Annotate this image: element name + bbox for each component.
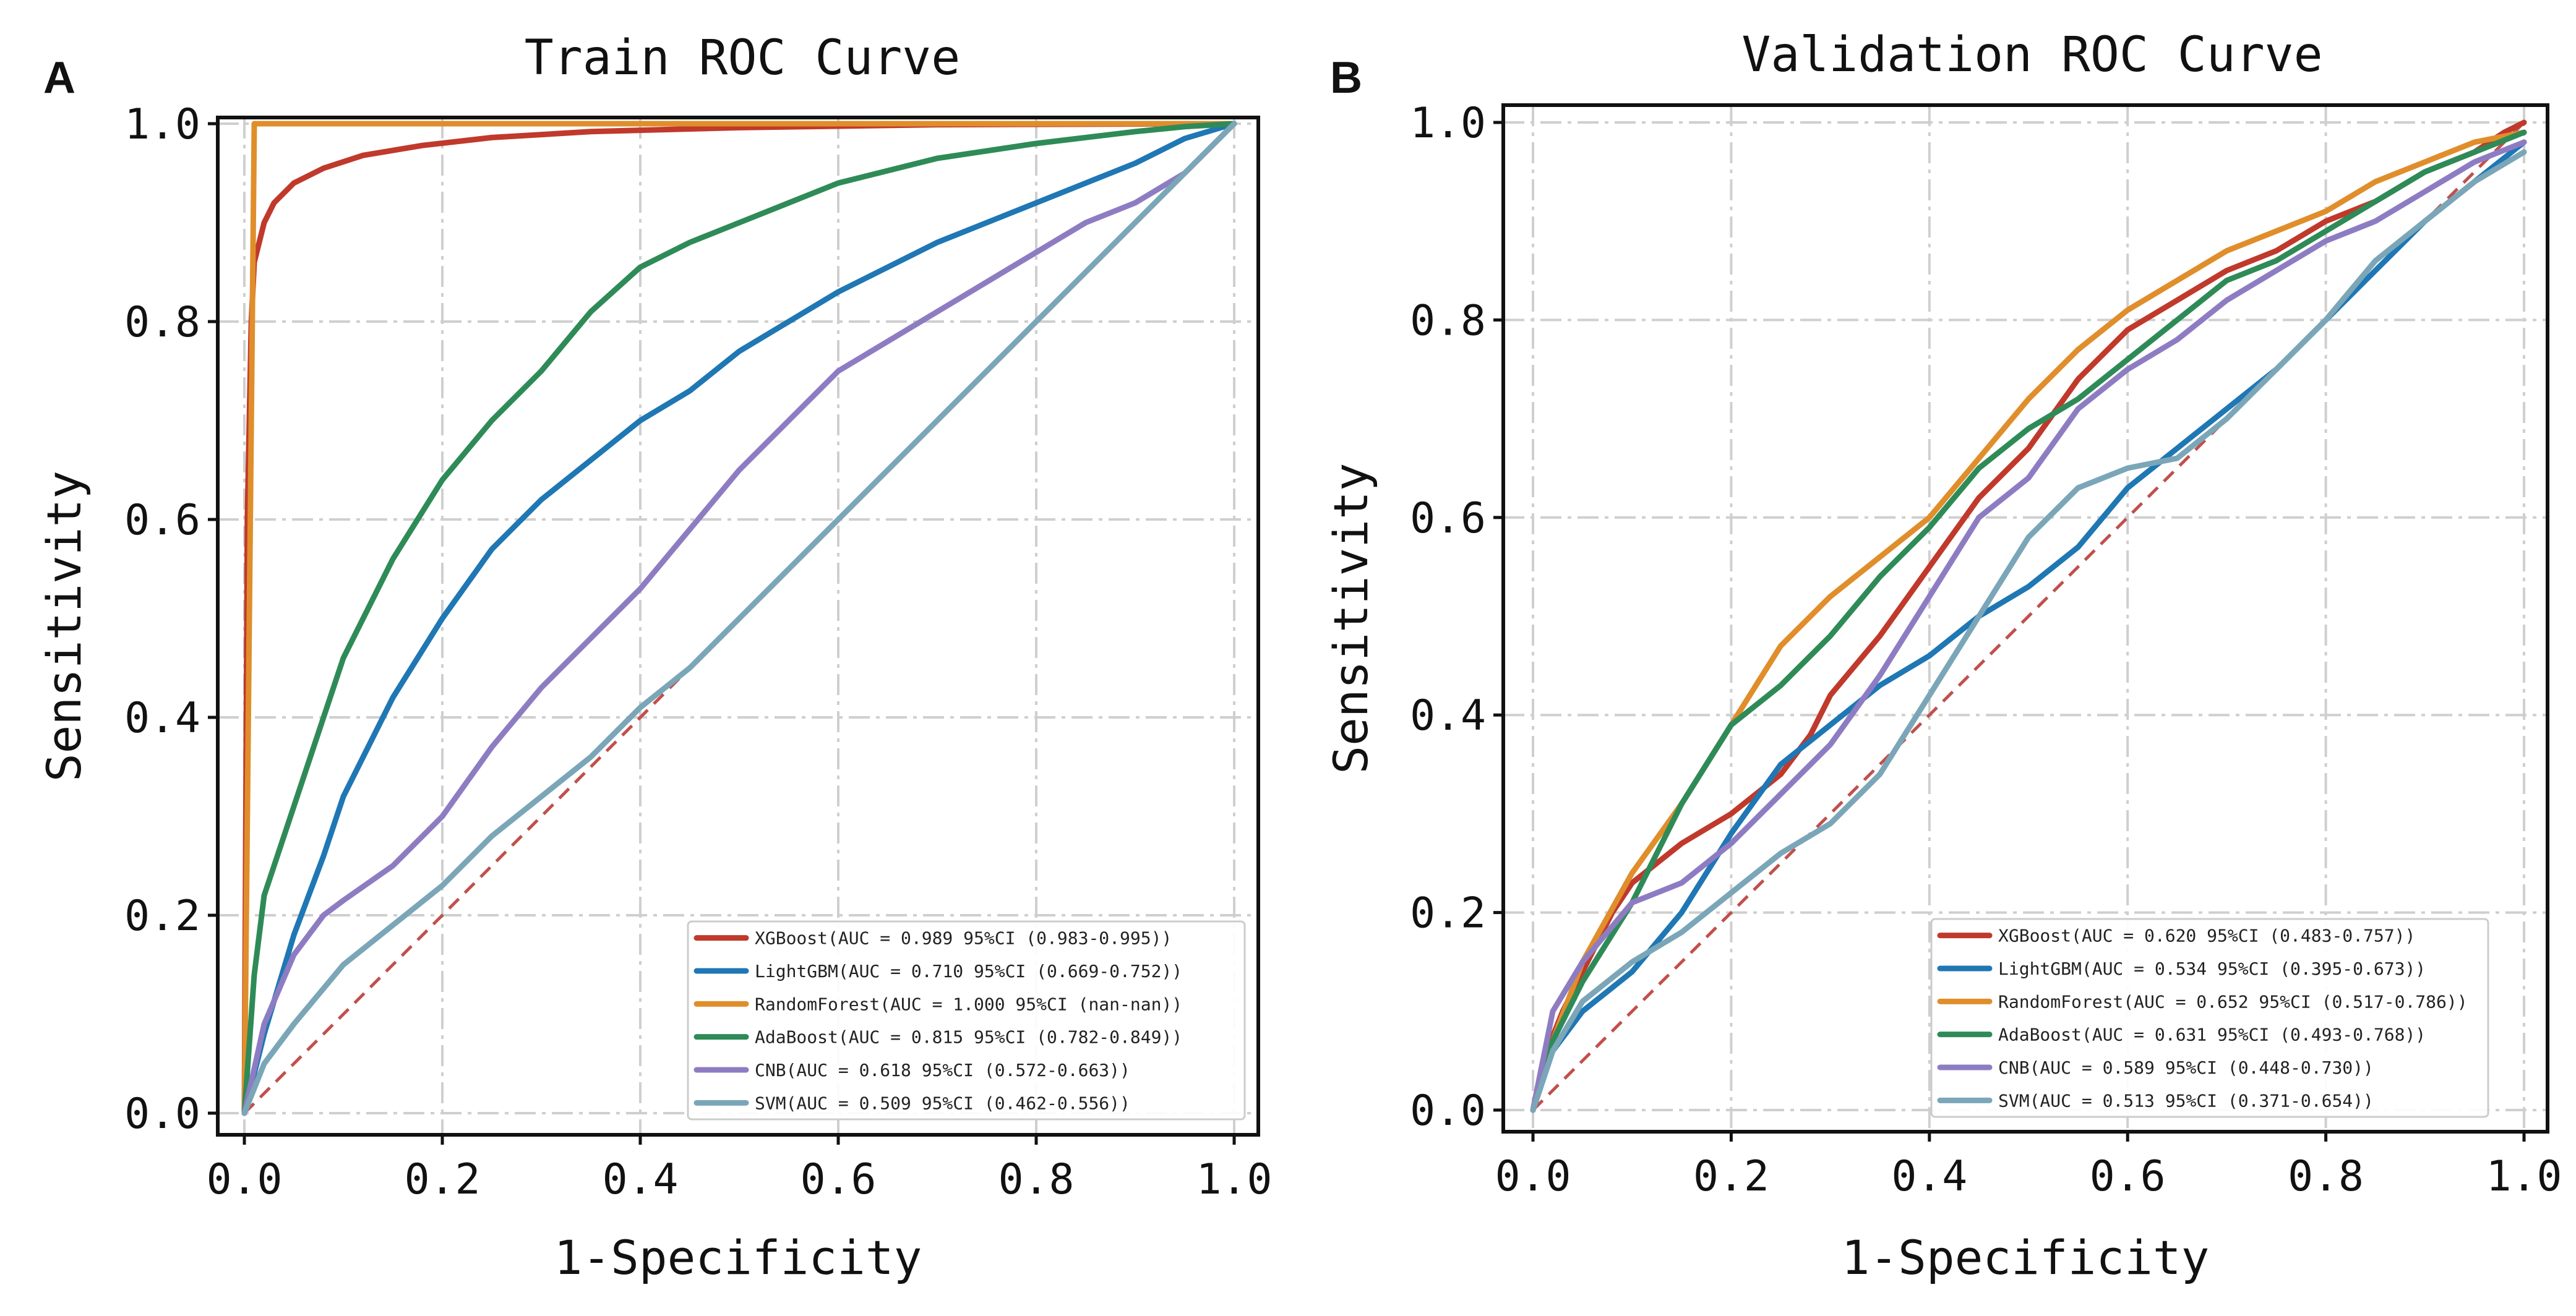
y-tick-label: 0.0 (1410, 1087, 1486, 1135)
y-tick-label: 1.0 (124, 100, 200, 149)
roc-line-lightgbm (241, 121, 1237, 1116)
legend-entry-randomforest: RandomForest(AUC = 1.000 95%CI (nan-nan)… (755, 994, 1182, 1014)
x-tick-label: 1.0 (2486, 1152, 2562, 1201)
legend-entry-cnb: CNB(AUC = 0.589 95%CI (0.448-0.730)) (1998, 1058, 2374, 1078)
roc-line-svm (1530, 149, 2527, 1113)
y-tick-label: 0.4 (124, 694, 200, 743)
legend-box (1930, 918, 2489, 1118)
y-tick-label: 0.8 (1410, 296, 1486, 345)
legend: XGBoost(AUC = 0.620 95%CI (0.483-0.757))… (1930, 918, 2489, 1118)
legend-entry-xgboost: XGBoost(AUC = 0.620 95%CI (0.483-0.757)) (1998, 926, 2415, 946)
plot-frame (1501, 103, 2549, 1134)
plot-frame (216, 116, 1260, 1137)
x-tick-label: 0.2 (405, 1155, 481, 1204)
x-tick-label: 0.4 (603, 1155, 679, 1204)
x-tick-label: 1.0 (1196, 1155, 1273, 1204)
x-axis-label: 1-Specificity (554, 1230, 922, 1285)
x-tick-label: 0.6 (801, 1155, 877, 1204)
x-axis-label: 1-Specificity (1842, 1230, 2210, 1285)
roc-line-adaboost (241, 121, 1237, 1116)
roc-line-cnb (241, 121, 1237, 1116)
y-tick-label: 0.4 (1410, 691, 1486, 740)
roc-line-randomforest (241, 121, 1237, 1116)
legend: XGBoost(AUC = 0.989 95%CI (0.983-0.995))… (687, 920, 1246, 1121)
roc-line-cnb (1530, 139, 2527, 1113)
panel-letter: A (43, 53, 75, 103)
roc-line-svm (241, 121, 1237, 1116)
legend-entry-randomforest: RandomForest(AUC = 0.652 95%CI (0.517-0.… (1998, 991, 2468, 1012)
legend-entry-adaboost: AdaBoost(AUC = 0.631 95%CI (0.493-0.768)… (1998, 1025, 2426, 1045)
roc-line-adaboost (1530, 129, 2527, 1113)
legend-entry-svm: SVM(AUC = 0.513 95%CI (0.371-0.654)) (1998, 1090, 2374, 1111)
x-tick-label: 0.4 (1891, 1152, 1967, 1201)
roc-line-randomforest (1530, 129, 2527, 1113)
y-axis-label: Sensitivity (1323, 463, 1378, 774)
legend-entry-svm: SVM(AUC = 0.509 95%CI (0.462-0.556)) (755, 1093, 1130, 1113)
x-tick-label: 0.6 (2090, 1152, 2166, 1201)
y-tick-label: 0.6 (1410, 494, 1486, 543)
legend-box (687, 920, 1246, 1121)
x-tick-label: 0.8 (2288, 1152, 2364, 1201)
chart-title: Validation ROC Curve (1741, 27, 2322, 83)
y-tick-label: 0.6 (124, 496, 200, 545)
chart-panel-B: B Validation ROC Curve 0.0 0.2 0.4 0.6 0.8 1.0 0… (1323, 27, 2562, 1285)
y-tick-label: 0.8 (124, 298, 200, 347)
x-tick-label: 0.0 (1495, 1152, 1571, 1201)
x-tick-label: 0.8 (998, 1155, 1075, 1204)
chart-panel-A: A Train ROC Curve 0.0 0.2 0.4 0.6 0.8 1.0 0.0 0.2… (36, 30, 1272, 1285)
legend-entry-lightgbm: LightGBM(AUC = 0.534 95%CI (0.395-0.673)… (1998, 959, 2426, 979)
legend-entry-xgboost: XGBoost(AUC = 0.989 95%CI (0.983-0.995)) (755, 928, 1172, 949)
y-axis-label: Sensitivity (36, 471, 92, 782)
legend-entry-cnb: CNB(AUC = 0.618 95%CI (0.572-0.663)) (755, 1060, 1130, 1080)
y-tick-label: 1.0 (1410, 99, 1486, 148)
panel-letter: B (1330, 53, 1362, 103)
chart-title: Train ROC Curve (525, 30, 960, 86)
y-tick-label: 0.2 (124, 892, 200, 941)
x-tick-label: 0.2 (1693, 1152, 1769, 1201)
legend-entry-adaboost: AdaBoost(AUC = 0.815 95%CI (0.782-0.849)… (755, 1027, 1182, 1048)
y-tick-label: 0.0 (124, 1090, 200, 1139)
y-tick-label: 0.2 (1410, 889, 1486, 938)
x-tick-label: 0.0 (207, 1155, 283, 1204)
legend-entry-lightgbm: LightGBM(AUC = 0.710 95%CI (0.669-0.752)… (755, 961, 1182, 981)
roc-line-lightgbm (1530, 139, 2527, 1113)
